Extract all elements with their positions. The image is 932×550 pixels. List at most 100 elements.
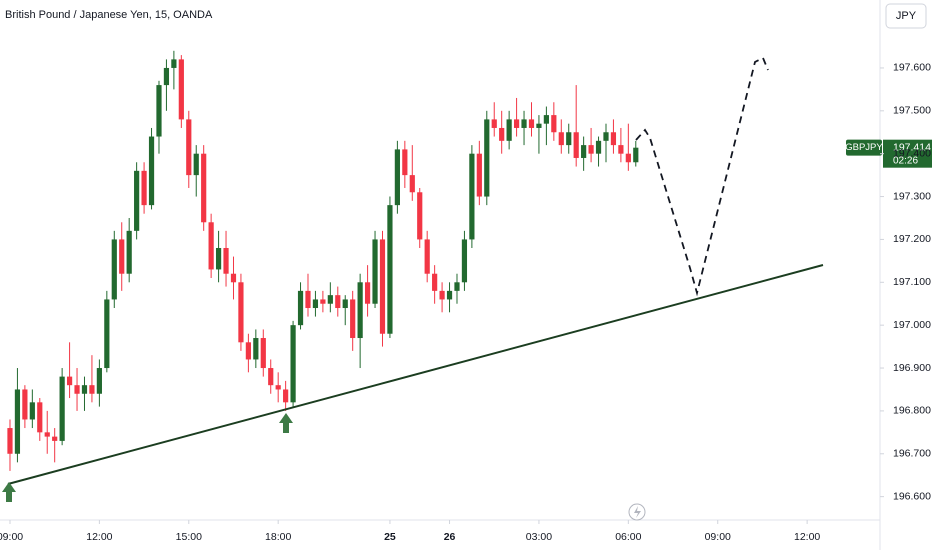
candle-body	[588, 145, 594, 154]
candle-body	[387, 205, 393, 334]
candle-body	[439, 290, 445, 300]
x-tick-label: 25	[384, 531, 396, 543]
candle-body	[283, 389, 289, 403]
candle-body	[610, 132, 617, 146]
candle-body	[573, 132, 579, 158]
candle-body	[245, 342, 251, 360]
candle-body	[148, 136, 155, 206]
candle-body	[186, 119, 192, 176]
y-tick-label: 197.100	[893, 276, 931, 288]
x-tick-label: 26	[444, 531, 456, 543]
y-tick-label: 197.500	[893, 105, 931, 117]
x-tick-label: 09:00	[705, 531, 731, 543]
candle-body	[558, 132, 564, 146]
candle-body	[513, 119, 520, 128]
candle-body	[484, 119, 490, 197]
y-tick-label: 196.800	[893, 405, 931, 417]
candle-body	[327, 295, 333, 304]
candle-body	[89, 385, 95, 394]
candle-body	[290, 325, 296, 403]
x-tick-label: 12:00	[86, 531, 112, 543]
candle-body	[223, 247, 229, 274]
candle-body	[394, 149, 400, 206]
candle-body	[476, 153, 482, 197]
y-tick-label: 197.000	[893, 319, 931, 331]
candle-body	[469, 153, 475, 240]
candle-body	[126, 230, 132, 274]
candle-body	[506, 119, 512, 141]
price-tag-box	[883, 139, 932, 168]
candle-body	[320, 299, 326, 304]
candle-body	[417, 192, 423, 240]
y-tick-label: 197.200	[893, 233, 931, 245]
candle-body	[104, 299, 110, 369]
candle-body	[193, 153, 199, 176]
candle-body	[633, 147, 639, 163]
currency-label[interactable]: JPY	[896, 10, 917, 22]
y-tick-label: 196.600	[893, 490, 931, 502]
candle-body	[551, 115, 557, 133]
price-tag: GBPJPY 197.414 02:26	[845, 139, 932, 168]
candle-body	[81, 385, 88, 394]
candle-body	[379, 239, 386, 334]
candle-body	[253, 338, 259, 360]
candle-body	[528, 119, 535, 128]
candle-body	[178, 59, 184, 120]
candle-body	[230, 273, 237, 283]
candle-body	[22, 389, 28, 420]
symbol-label: GBPJPY	[845, 142, 883, 153]
candle-body	[350, 299, 356, 339]
up-arrow	[2, 482, 16, 502]
lightning-glyph	[634, 506, 641, 518]
candle-body	[44, 432, 50, 437]
candle-body	[446, 290, 453, 300]
candle-body	[163, 67, 170, 86]
candle-body	[603, 132, 609, 141]
chart-title: British Pound / Japanese Yen, 15, OANDA	[5, 9, 213, 21]
x-tick-label: 12:00	[794, 531, 820, 543]
last-price-label: 197.414	[893, 141, 931, 153]
candle-body	[454, 282, 460, 291]
x-tick-label: 06:00	[615, 531, 641, 543]
x-tick-label: 15:00	[176, 531, 202, 543]
candle-body	[342, 299, 348, 309]
candle-body	[335, 295, 341, 309]
candle-body	[268, 368, 274, 386]
candle-body	[134, 170, 140, 231]
candle-body	[305, 290, 311, 309]
candle-body	[625, 153, 631, 163]
candle-body	[461, 239, 468, 283]
candle-body	[29, 402, 35, 420]
candle-body	[372, 239, 378, 304]
candle-body	[96, 368, 102, 394]
y-tick-label: 197.300	[893, 190, 931, 202]
candle-body	[156, 85, 162, 137]
candle-body	[275, 385, 281, 390]
candle-body	[491, 119, 497, 128]
candle-body	[37, 402, 43, 433]
candle-body	[111, 239, 117, 300]
candle-body	[260, 338, 266, 369]
plot-area	[7, 50, 639, 471]
candle-body	[581, 145, 587, 158]
candle-body	[424, 239, 430, 274]
x-tick-label: 03:00	[526, 531, 552, 543]
x-tick-label: 18:00	[265, 531, 291, 543]
candle-body	[14, 389, 21, 454]
candle-body	[357, 282, 363, 339]
countdown-label: 02:26	[893, 155, 918, 166]
x-tick-label: 09:00	[0, 531, 23, 543]
y-tick-label: 196.700	[893, 448, 931, 460]
candle-body	[543, 115, 549, 124]
candle-body	[59, 376, 65, 441]
y-tick-label: 197.400	[893, 147, 931, 159]
currency-button[interactable]	[885, 3, 927, 29]
candle-body	[297, 290, 304, 326]
candle-body	[312, 299, 319, 309]
candle-body	[402, 149, 408, 176]
candle-body	[238, 282, 244, 343]
candle-body	[208, 222, 214, 270]
candle-body	[536, 123, 542, 128]
candle-body	[7, 428, 13, 454]
